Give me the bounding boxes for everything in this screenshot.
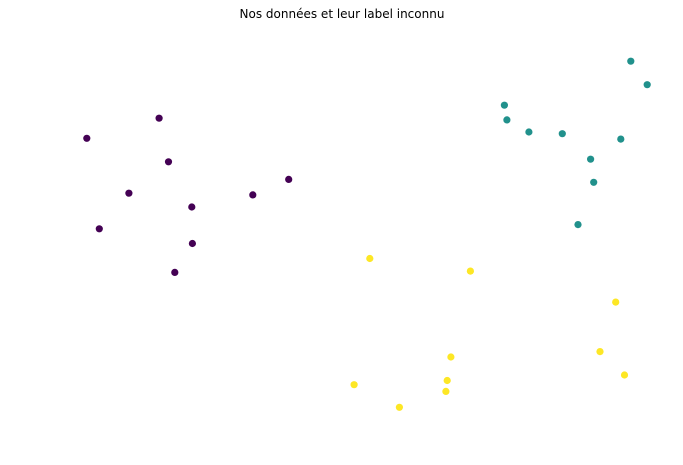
data-point-1-2 — [500, 101, 508, 109]
data-point-2-9 — [395, 403, 403, 411]
data-point-1-6 — [587, 155, 595, 163]
data-point-2-7 — [443, 376, 451, 385]
data-point-0-4 — [95, 225, 103, 233]
data-point-0-9 — [285, 175, 293, 183]
chart-title: Nos données et leur label inconnu — [240, 7, 445, 21]
data-point-1-3 — [503, 116, 511, 124]
data-point-0-0 — [83, 134, 91, 142]
data-point-0-1 — [155, 114, 163, 122]
data-point-2-5 — [620, 371, 629, 379]
data-point-1-0 — [627, 57, 635, 65]
data-point-2-8 — [442, 387, 450, 395]
data-point-1-7 — [617, 135, 625, 143]
data-point-1-4 — [525, 128, 533, 136]
data-point-1-1 — [643, 81, 651, 89]
data-point-2-0 — [366, 254, 374, 263]
scatter-points — [83, 57, 651, 411]
data-point-2-6 — [350, 381, 358, 389]
data-point-2-4 — [596, 348, 604, 356]
data-point-0-6 — [188, 239, 196, 248]
data-point-2-2 — [612, 298, 620, 306]
data-point-1-8 — [590, 178, 598, 186]
data-point-2-1 — [466, 267, 474, 275]
data-point-0-7 — [171, 268, 179, 276]
data-point-1-5 — [558, 130, 566, 138]
data-point-0-8 — [249, 191, 257, 199]
data-point-1-9 — [574, 221, 582, 229]
data-point-0-5 — [188, 203, 196, 211]
data-point-0-3 — [125, 189, 133, 197]
data-point-2-3 — [447, 353, 455, 361]
data-point-0-2 — [164, 158, 173, 166]
